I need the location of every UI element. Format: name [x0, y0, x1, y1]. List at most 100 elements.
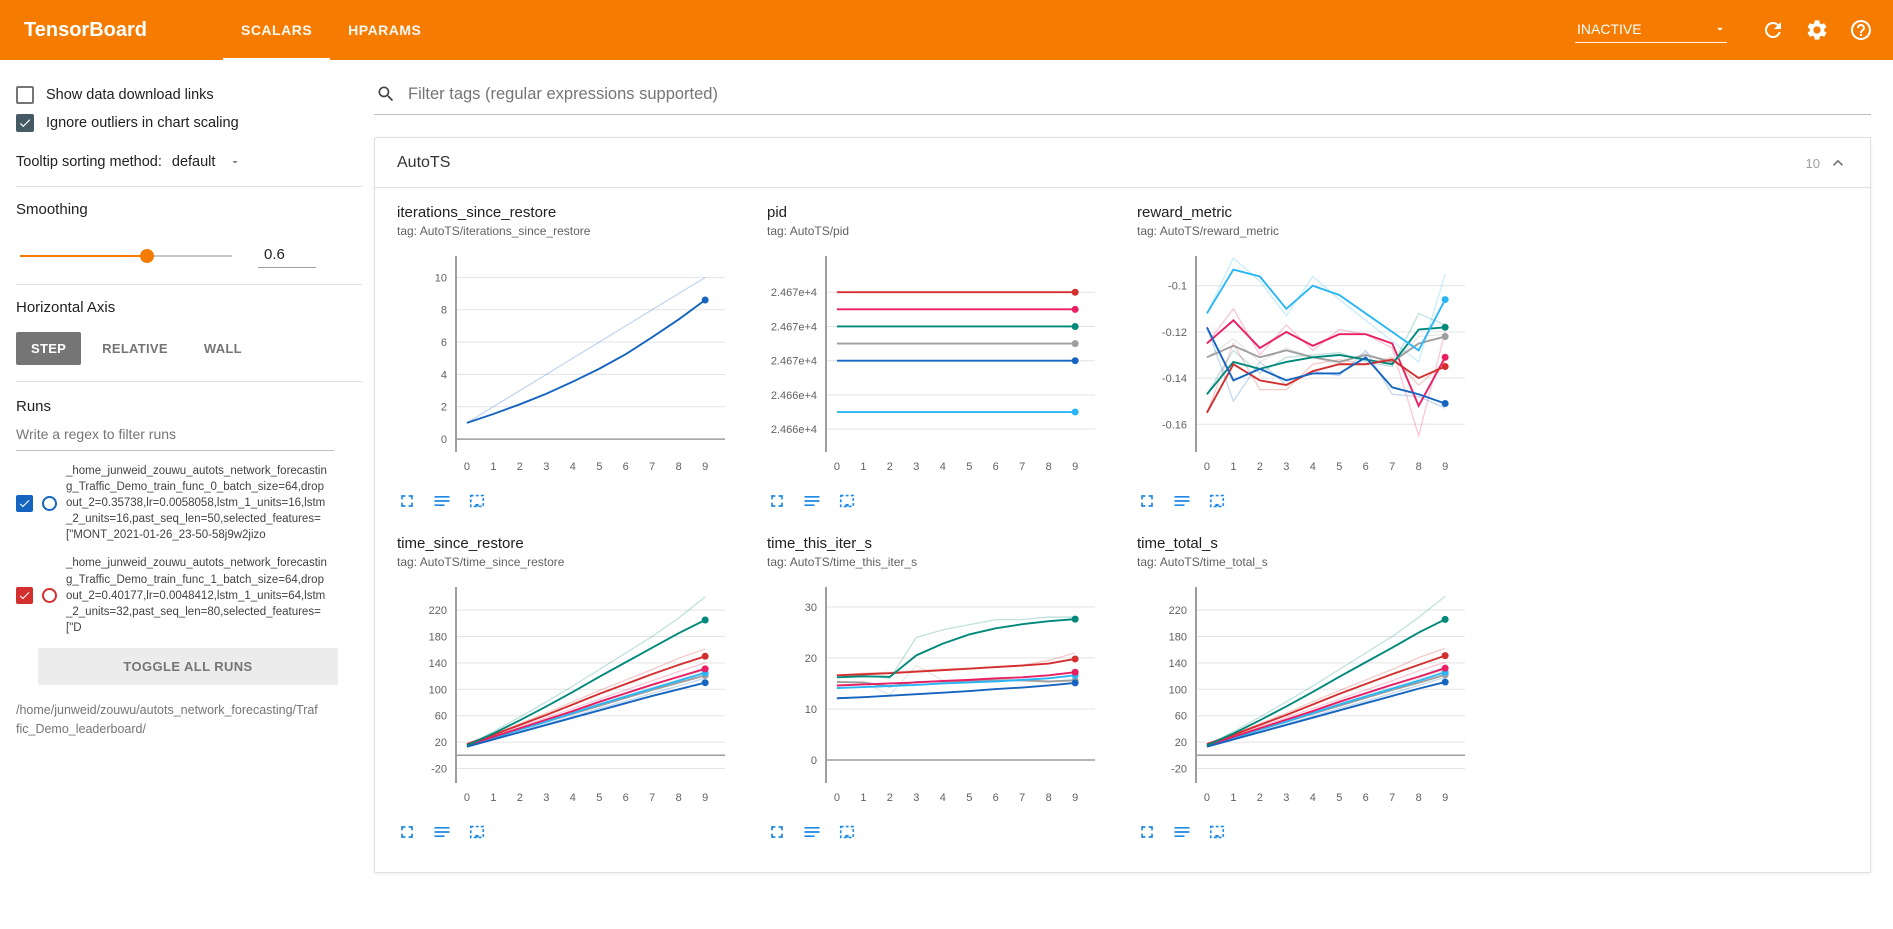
fullscreen-icon[interactable]: [397, 491, 417, 511]
chart-title: time_since_restore: [397, 535, 524, 552]
run-radio[interactable]: [42, 495, 57, 511]
svg-text:0: 0: [834, 792, 840, 804]
svg-text:7: 7: [1019, 792, 1025, 804]
svg-text:3: 3: [1283, 792, 1289, 804]
status-dropdown[interactable]: INACTIVE: [1575, 18, 1727, 43]
settings-icon[interactable]: [1805, 18, 1829, 42]
svg-text:1: 1: [1230, 792, 1236, 804]
data-list-icon[interactable]: [432, 822, 452, 842]
svg-text:30: 30: [805, 602, 817, 614]
svg-text:4: 4: [570, 792, 576, 804]
app-title: TensorBoard: [24, 18, 147, 41]
axis-relative-button[interactable]: RELATIVE: [102, 341, 168, 356]
toggle-all-runs-button[interactable]: TOGGLE ALL RUNS: [38, 647, 338, 685]
svg-text:7: 7: [1389, 461, 1395, 473]
axis-step-button[interactable]: STEP: [16, 332, 82, 365]
chart-plot[interactable]: 2.466e+4 2.466e+4 2.467e+4 2.467e+4 2.467e+4…: [767, 248, 1123, 485]
charts-grid: iterations_since_restore tag: AutoTS/iter…: [375, 188, 1870, 872]
fit-domain-icon[interactable]: [1207, 491, 1227, 511]
svg-text:0: 0: [811, 755, 817, 767]
tag-filter-bar: [374, 76, 1871, 115]
smoothing-value-input[interactable]: 0.6: [258, 244, 316, 268]
chart-footer: [1137, 822, 1493, 842]
fullscreen-icon[interactable]: [1137, 491, 1157, 511]
fit-domain-icon[interactable]: [467, 491, 487, 511]
data-list-icon[interactable]: [802, 822, 822, 842]
run-radio[interactable]: [42, 588, 57, 604]
run-checkbox[interactable]: [16, 587, 33, 605]
chart-plot[interactable]: -0.16 -0.14 -0.12 -0.1 0 1 2 3 4 5 6 7 8 9: [1137, 248, 1493, 485]
section-header[interactable]: AutoTS 10: [375, 138, 1870, 188]
fit-domain-icon[interactable]: [467, 822, 487, 842]
svg-text:4: 4: [1310, 461, 1316, 473]
fullscreen-icon[interactable]: [767, 491, 787, 511]
smoothing-label: Smoothing: [16, 201, 88, 218]
svg-text:8: 8: [676, 792, 682, 804]
tooltip-sorting-row: Tooltip sorting method: default: [16, 154, 346, 170]
svg-text:3: 3: [543, 461, 549, 473]
chart-tag: tag: AutoTS/time_this_iter_s: [767, 555, 918, 569]
fit-domain-icon[interactable]: [1207, 822, 1227, 842]
chart-card: time_this_iter_s tag: AutoTS/time_this_it…: [767, 535, 1123, 842]
fit-domain-icon[interactable]: [837, 822, 857, 842]
svg-text:7: 7: [649, 792, 655, 804]
svg-text:0: 0: [441, 434, 447, 446]
chart-plot[interactable]: 0 2 4 6 8 10 0 1 2 3 4 5 6 7 8 9: [397, 248, 753, 485]
smoothing-slider[interactable]: [20, 249, 232, 263]
svg-text:8: 8: [441, 305, 447, 317]
svg-text:2: 2: [441, 402, 447, 414]
svg-text:9: 9: [1072, 461, 1078, 473]
chart-plot[interactable]: -20 20 60 100 140 180 220 0 1 2 3 4 5 6 7 8 9: [1137, 579, 1493, 816]
data-list-icon[interactable]: [1172, 822, 1192, 842]
show-download-links-row[interactable]: Show data download links: [16, 86, 346, 104]
ignore-outliers-checkbox[interactable]: [16, 114, 34, 132]
data-list-icon[interactable]: [432, 491, 452, 511]
chart-footer: [767, 822, 1123, 842]
tooltip-sorting-dropdown[interactable]: default: [172, 154, 242, 170]
show-download-links-checkbox[interactable]: [16, 86, 34, 104]
svg-text:2: 2: [1257, 461, 1263, 473]
svg-text:9: 9: [702, 461, 708, 473]
tag-filter-input[interactable]: [408, 84, 1869, 104]
smoothing-slider-thumb[interactable]: [140, 249, 155, 263]
fullscreen-icon[interactable]: [767, 822, 787, 842]
run-item[interactable]: _home_junweid_zouwu_autots_network_forec…: [16, 555, 346, 635]
smoothing-section: Smoothing 0.6: [16, 187, 362, 285]
chart-plot[interactable]: -20 20 60 100 140 180 220 0 1 2 3 4 5 6 7 8 9: [397, 579, 753, 816]
tab-hparams[interactable]: HPARAMS: [348, 22, 422, 38]
svg-text:9: 9: [1442, 461, 1448, 473]
fit-domain-icon[interactable]: [837, 491, 857, 511]
svg-text:10: 10: [805, 704, 817, 716]
tab-scalars[interactable]: SCALARS: [223, 0, 330, 60]
chart-tag: tag: AutoTS/time_total_s: [1137, 555, 1268, 569]
refresh-icon[interactable]: [1761, 18, 1785, 42]
chart-footer: [767, 491, 1123, 511]
svg-text:140: 140: [429, 658, 447, 670]
run-item[interactable]: _home_junweid_zouwu_autots_network_forec…: [16, 463, 346, 543]
svg-text:220: 220: [1169, 605, 1187, 617]
chevron-up-icon[interactable]: [1828, 153, 1848, 173]
svg-text:-20: -20: [1171, 763, 1187, 775]
run-label: _home_junweid_zouwu_autots_network_forec…: [66, 465, 327, 542]
svg-text:2.467e+4: 2.467e+4: [771, 356, 817, 368]
data-list-icon[interactable]: [802, 491, 822, 511]
svg-text:100: 100: [1169, 684, 1187, 696]
ignore-outliers-row[interactable]: Ignore outliers in chart scaling: [16, 114, 346, 132]
svg-text:8: 8: [1046, 792, 1052, 804]
run-checkbox[interactable]: [16, 494, 33, 512]
svg-text:8: 8: [676, 461, 682, 473]
axis-wall-button[interactable]: WALL: [203, 341, 242, 356]
fullscreen-icon[interactable]: [397, 822, 417, 842]
svg-text:60: 60: [435, 711, 447, 723]
svg-text:20: 20: [1175, 737, 1187, 749]
svg-text:9: 9: [702, 792, 708, 804]
status-label: INACTIVE: [1577, 20, 1642, 37]
svg-text:6: 6: [1363, 792, 1369, 804]
runs-filter-input[interactable]: [16, 419, 334, 451]
data-list-icon[interactable]: [1172, 491, 1192, 511]
fullscreen-icon[interactable]: [1137, 822, 1157, 842]
help-icon[interactable]: [1849, 18, 1873, 42]
checkbox-label: Show data download links: [46, 87, 214, 103]
chart-plot[interactable]: 0 10 20 30 0 1 2 3 4 5 6 7 8 9: [767, 579, 1123, 816]
